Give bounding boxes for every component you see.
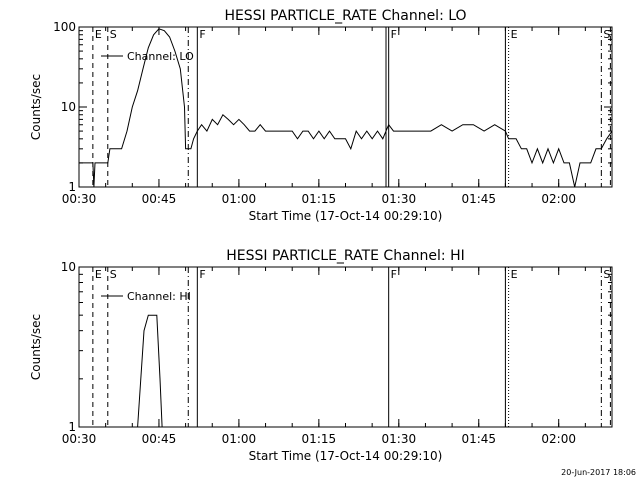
x-axis-label: Start Time (17-Oct-14 00:29:10) <box>249 209 443 223</box>
event-marker-label: F <box>199 28 205 41</box>
event-marker-label: E <box>511 28 518 41</box>
event-marker-label: F <box>199 268 205 281</box>
x-tick-label: 02:00 <box>541 192 576 206</box>
legend-label: Channel: LO <box>127 50 194 63</box>
event-marker-label: S <box>603 28 610 41</box>
event-marker-label: E <box>511 268 518 281</box>
x-tick-label: 01:45 <box>461 432 496 446</box>
footer-timestamp: 20-Jun-2017 18:06 <box>561 468 636 477</box>
y-tick-label: 100 <box>53 20 76 34</box>
x-tick-label: 00:45 <box>142 192 177 206</box>
x-tick-label: 00:30 <box>62 432 97 446</box>
x-axis-label: Start Time (17-Oct-14 00:29:10) <box>249 449 443 463</box>
y-tick-label: 1 <box>68 420 76 434</box>
x-tick-label: 01:00 <box>222 192 257 206</box>
x-tick-label: 00:30 <box>62 192 97 206</box>
y-tick-label: 10 <box>61 260 76 274</box>
x-tick-label: 00:45 <box>142 432 177 446</box>
legend-label: Channel: HI <box>127 290 191 303</box>
y-tick-label: 10 <box>61 100 76 114</box>
series-line <box>79 28 613 188</box>
event-marker-label: S <box>110 28 117 41</box>
event-marker-label: E <box>95 268 102 281</box>
chart-title: HESSI PARTICLE_RATE Channel: LO <box>224 8 466 24</box>
event-marker-label: F <box>391 268 397 281</box>
x-tick-label: 01:30 <box>382 432 417 446</box>
x-tick-label: 01:30 <box>382 192 417 206</box>
y-tick-label: 1 <box>68 180 76 194</box>
x-tick-label: 01:15 <box>302 432 337 446</box>
x-tick-label: 02:00 <box>541 432 576 446</box>
event-marker-label: S <box>603 268 610 281</box>
series-line <box>137 314 163 428</box>
y-axis-label: Counts/sec <box>29 74 43 140</box>
x-tick-label: 01:15 <box>302 192 337 206</box>
panel-lo: HESSI PARTICLE_RATE Channel: LO Counts/se… <box>29 8 613 223</box>
event-marker-label: S <box>110 268 117 281</box>
x-tick-label: 01:00 <box>222 432 257 446</box>
panel-hi: HESSI PARTICLE_RATE Channel: HI Counts/se… <box>29 248 613 463</box>
x-tick-label: 01:45 <box>461 192 496 206</box>
y-axis-label: Counts/sec <box>29 314 43 380</box>
event-marker-label: F <box>391 28 397 41</box>
event-marker-label: E <box>95 28 102 41</box>
chart-title: HESSI PARTICLE_RATE Channel: HI <box>226 248 464 264</box>
